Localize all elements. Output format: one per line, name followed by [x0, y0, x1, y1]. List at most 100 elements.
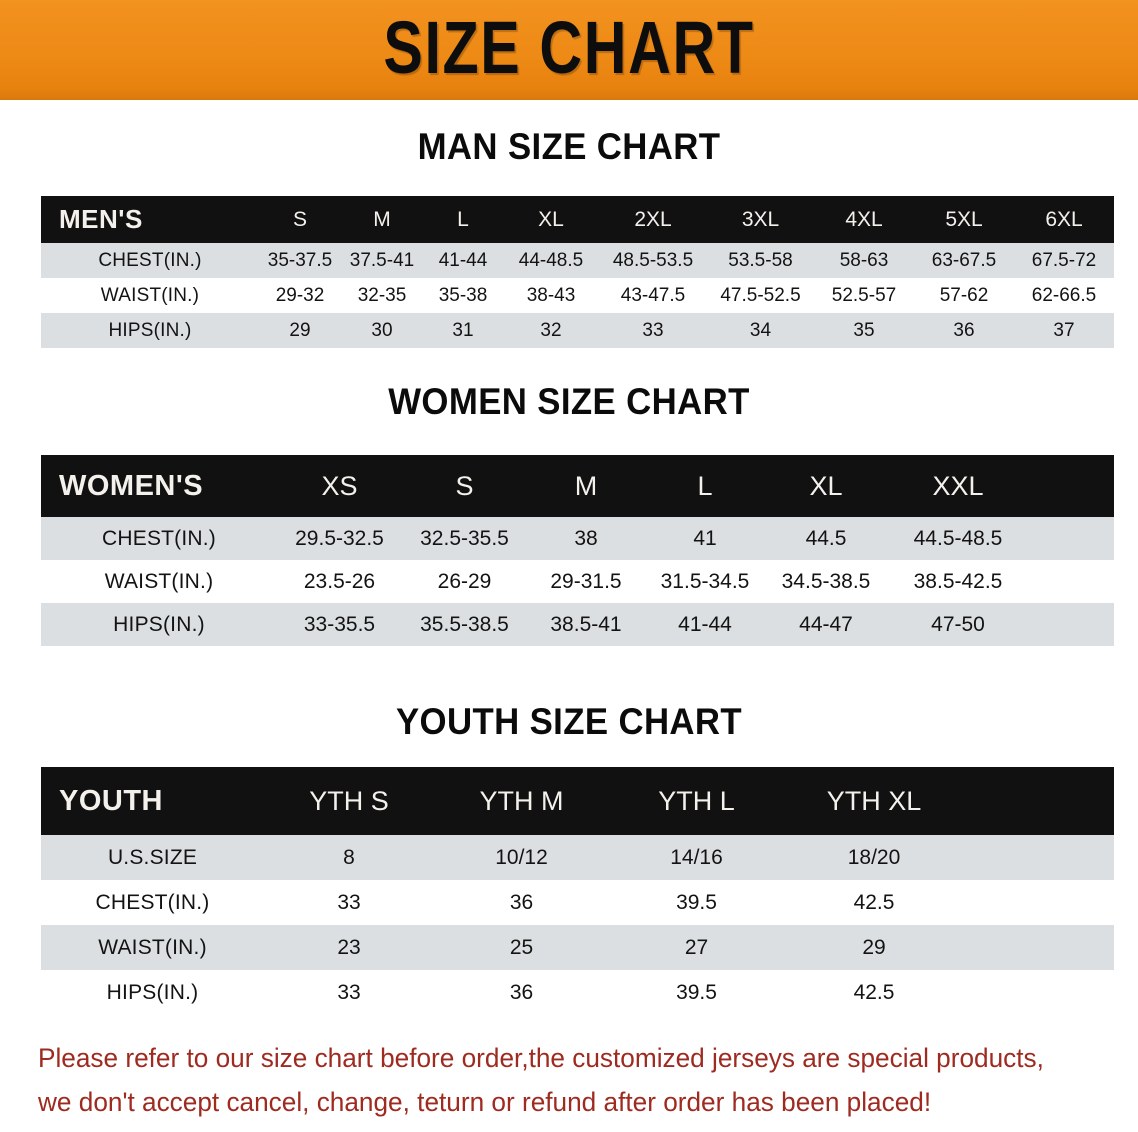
man-table-body: CHEST(IN.) 35-37.5 37.5-41 41-44 44-48.5…: [41, 243, 1114, 348]
man-cell-0-0: 35-37.5: [259, 243, 341, 278]
youth-cell-1-4: [964, 880, 1114, 925]
youth-cell-0-3: 18/20: [784, 835, 964, 880]
youth-col-0: YTH S: [309, 785, 389, 816]
man-table-header: MEN'S S M L XL 2XL 3XL 4XL 5XL 6XL: [41, 196, 1114, 243]
youth-cell-0-4: [964, 835, 1114, 880]
women-cell-2-0: 33-35.5: [277, 603, 402, 646]
man-cell-1-4: 43-47.5: [599, 278, 707, 313]
youth-cell-0-1: 10/12: [434, 835, 609, 880]
women-col-0: XS: [321, 470, 358, 501]
return-policy-note: Please refer to our size chart before or…: [38, 1036, 1072, 1124]
return-policy-note-line-1: Please refer to our size chart before or…: [38, 1043, 1044, 1073]
youth-cell-0-2: 14/16: [609, 835, 784, 880]
man-cell-2-3: 32: [503, 313, 599, 348]
youth-size-table: YOUTH YTH S YTH M YTH L YTH XL U.S.SIZE …: [41, 767, 1114, 1015]
man-cell-1-7: 57-62: [914, 278, 1014, 313]
youth-corner-label: YOUTH: [59, 784, 163, 817]
youth-cell-2-2: 27: [609, 925, 784, 970]
man-cell-1-3: 38-43: [503, 278, 599, 313]
women-cell-0-3: 41: [645, 517, 765, 560]
youth-cell-0-0: 8: [264, 835, 434, 880]
women-size-table: WOMEN'S XS S M L XL XXL CHEST(IN.) 29.5-…: [41, 455, 1114, 646]
man-col-0: S: [292, 207, 307, 231]
man-corner-label: MEN'S: [59, 204, 143, 234]
table-row: CHEST(IN.) 29.5-32.5 32.5-35.5 38 41 44.…: [41, 517, 1114, 560]
table-row: U.S.SIZE 8 10/12 14/16 18/20: [41, 835, 1114, 880]
women-cell-1-5: 38.5-42.5: [887, 560, 1029, 603]
youth-cell-3-3: 42.5: [784, 970, 964, 1015]
banner-title: SIZE CHART: [383, 6, 755, 89]
man-row-1-label: WAIST(IN.): [41, 278, 259, 313]
women-cell-1-6: [1029, 560, 1114, 603]
women-cell-1-2: 29-31.5: [527, 560, 645, 603]
women-cell-0-6: [1029, 517, 1114, 560]
man-cell-2-7: 36: [914, 313, 1014, 348]
youth-section-title: YOUTH SIZE CHART: [395, 701, 743, 742]
youth-col-1: YTH M: [479, 785, 564, 816]
man-col-8: 6XL: [1045, 207, 1083, 231]
man-row-0-label: CHEST(IN.): [41, 243, 259, 278]
women-cell-2-3: 41-44: [645, 603, 765, 646]
table-row: HIPS(IN.) 29 30 31 32 33 34 35 36 37: [41, 313, 1114, 348]
table-row: HIPS(IN.) 33 36 39.5 42.5: [41, 970, 1114, 1015]
youth-cell-3-0: 33: [264, 970, 434, 1015]
table-row: HIPS(IN.) 33-35.5 35.5-38.5 38.5-41 41-4…: [41, 603, 1114, 646]
women-col-2: M: [574, 470, 598, 501]
women-cell-0-0: 29.5-32.5: [277, 517, 402, 560]
youth-cell-1-3: 42.5: [784, 880, 964, 925]
youth-row-1-label: CHEST(IN.): [41, 880, 264, 925]
women-table-body: CHEST(IN.) 29.5-32.5 32.5-35.5 38 41 44.…: [41, 517, 1114, 646]
man-cell-0-7: 63-67.5: [914, 243, 1014, 278]
man-cell-2-1: 30: [341, 313, 423, 348]
women-cell-2-5: 47-50: [887, 603, 1029, 646]
table-row: WAIST(IN.) 23 25 27 29: [41, 925, 1114, 970]
man-col-7: 5XL: [945, 207, 983, 231]
youth-cell-1-1: 36: [434, 880, 609, 925]
man-cell-2-5: 34: [707, 313, 814, 348]
man-cell-1-0: 29-32: [259, 278, 341, 313]
table-header-row: WOMEN'S XS S M L XL XXL: [41, 455, 1114, 517]
women-row-0-label: CHEST(IN.): [41, 517, 277, 560]
women-cell-2-4: 44-47: [765, 603, 887, 646]
man-cell-1-8: 62-66.5: [1014, 278, 1114, 313]
youth-cell-2-3: 29: [784, 925, 964, 970]
women-section-title: WOMEN SIZE CHART: [388, 381, 750, 422]
women-col-6: [1029, 455, 1114, 517]
youth-cell-3-2: 39.5: [609, 970, 784, 1015]
youth-col-3: YTH XL: [826, 785, 922, 816]
women-table-header: WOMEN'S XS S M L XL XXL: [41, 455, 1114, 517]
women-col-4: XL: [809, 470, 843, 501]
man-cell-1-5: 47.5-52.5: [707, 278, 814, 313]
man-cell-2-0: 29: [259, 313, 341, 348]
women-row-2-label: HIPS(IN.): [41, 603, 277, 646]
man-cell-0-2: 41-44: [423, 243, 503, 278]
youth-cell-1-0: 33: [264, 880, 434, 925]
women-col-3: L: [697, 470, 713, 501]
man-cell-2-2: 31: [423, 313, 503, 348]
man-cell-0-5: 53.5-58: [707, 243, 814, 278]
man-col-1: M: [373, 207, 391, 231]
man-cell-2-6: 35: [814, 313, 914, 348]
man-cell-1-1: 32-35: [341, 278, 423, 313]
man-cell-2-4: 33: [599, 313, 707, 348]
women-cell-1-1: 26-29: [402, 560, 527, 603]
man-col-6: 4XL: [845, 207, 883, 231]
page-banner: SIZE CHART: [0, 0, 1138, 100]
women-cell-1-3: 31.5-34.5: [645, 560, 765, 603]
table-row: CHEST(IN.) 33 36 39.5 42.5: [41, 880, 1114, 925]
women-cell-1-0: 23.5-26: [277, 560, 402, 603]
youth-col-2: YTH L: [658, 785, 735, 816]
youth-row-0-label: U.S.SIZE: [41, 835, 264, 880]
women-row-1-label: WAIST(IN.): [41, 560, 277, 603]
table-header-row: YOUTH YTH S YTH M YTH L YTH XL: [41, 767, 1114, 835]
man-cell-0-8: 67.5-72: [1014, 243, 1114, 278]
man-cell-0-6: 58-63: [814, 243, 914, 278]
man-cell-0-3: 44-48.5: [503, 243, 599, 278]
man-cell-1-2: 35-38: [423, 278, 503, 313]
man-col-3: XL: [538, 207, 564, 231]
women-cell-2-2: 38.5-41: [527, 603, 645, 646]
women-cell-1-4: 34.5-38.5: [765, 560, 887, 603]
man-section-title: MAN SIZE CHART: [417, 126, 721, 167]
man-cell-0-4: 48.5-53.5: [599, 243, 707, 278]
